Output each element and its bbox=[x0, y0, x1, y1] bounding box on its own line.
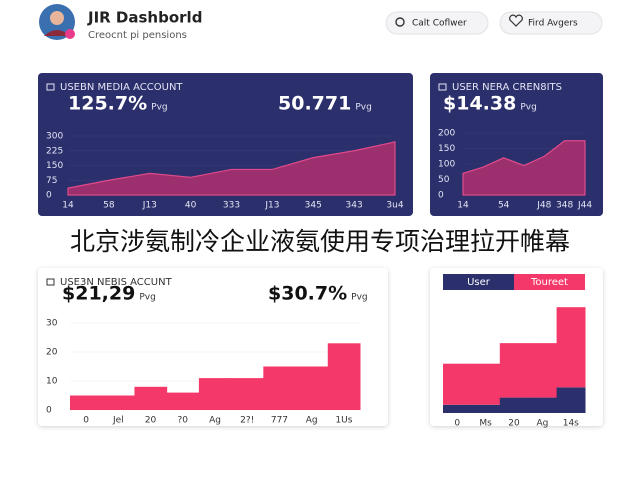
y-tick-label: 50 bbox=[438, 175, 450, 185]
x-tick-label: 54 bbox=[498, 201, 510, 211]
x-tick-label: 1Us bbox=[335, 416, 352, 426]
bar bbox=[327, 343, 361, 410]
stat-value: $14.38 bbox=[443, 93, 516, 115]
bar-segment bbox=[443, 363, 472, 405]
x-tick-label: 40 bbox=[185, 201, 197, 211]
x-tick-label: J13 bbox=[142, 201, 157, 211]
avatar-face bbox=[50, 11, 64, 25]
bar bbox=[134, 386, 168, 410]
x-tick-label: 343 bbox=[346, 201, 363, 211]
x-tick-label: J44 bbox=[577, 201, 592, 211]
x-tick-label: 0 bbox=[83, 416, 89, 426]
x-tick-label: 20 bbox=[508, 419, 520, 429]
card-title: USE3N NEBIS ACCUNT bbox=[60, 277, 173, 288]
bar bbox=[263, 366, 297, 410]
button-label: Calt Coflwer bbox=[412, 19, 467, 29]
bar-segment bbox=[443, 404, 472, 413]
legend-label: User bbox=[467, 277, 491, 288]
y-tick-label: 100 bbox=[438, 160, 455, 170]
x-tick-label: J48 bbox=[536, 201, 551, 211]
area bbox=[67, 141, 396, 196]
x-tick-label: Ag bbox=[536, 419, 548, 429]
x-tick-label: 333 bbox=[223, 201, 240, 211]
x-tick-label: 348 bbox=[556, 201, 573, 211]
x-tick-label: 3u4 bbox=[386, 201, 403, 211]
avatar-badge bbox=[65, 29, 75, 39]
bar-segment bbox=[499, 343, 529, 398]
bar bbox=[70, 395, 103, 410]
y-tick-label: 300 bbox=[46, 132, 63, 142]
stat-value: 125.7% bbox=[68, 93, 147, 115]
y-tick-label: 200 bbox=[438, 129, 455, 139]
area bbox=[462, 140, 586, 196]
x-tick-label: ?0 bbox=[178, 416, 189, 426]
banner: 北京涉氨制冷企业液氨使用专项治理拉开帷幕 bbox=[70, 227, 570, 256]
stat-unit: Pvg bbox=[151, 103, 167, 113]
banner-bg bbox=[0, 222, 640, 264]
avatar-body bbox=[44, 30, 70, 36]
x-tick-label: 58 bbox=[103, 201, 115, 211]
x-tick-label: 14 bbox=[457, 201, 469, 211]
button-label: Fird Avgers bbox=[528, 19, 578, 29]
legend-swatch bbox=[514, 274, 585, 290]
heart-icon bbox=[509, 14, 523, 27]
button[interactable] bbox=[499, 11, 603, 35]
bar-segment bbox=[556, 387, 586, 413]
bar-segment bbox=[499, 397, 529, 413]
y-tick-label: 75 bbox=[46, 176, 57, 186]
stat-unit: Pvg bbox=[355, 103, 371, 113]
bar-segment bbox=[556, 307, 586, 388]
x-tick-label: Ms bbox=[479, 419, 492, 429]
search-icon bbox=[395, 17, 405, 27]
app-title: JIR Dashborld bbox=[87, 9, 202, 27]
legend-swatch bbox=[443, 274, 514, 290]
stat-value: 50.771 bbox=[278, 93, 351, 115]
y-tick-label: 0 bbox=[46, 406, 52, 416]
x-tick-label: 0 bbox=[454, 419, 460, 429]
x-tick-label: J13 bbox=[264, 201, 279, 211]
y-tick-label: 150 bbox=[46, 161, 63, 171]
bar-segment bbox=[528, 343, 558, 398]
lock-icon bbox=[46, 278, 55, 286]
legend-label: Toureet bbox=[530, 277, 568, 288]
lock-icon bbox=[438, 83, 447, 91]
lock-icon bbox=[46, 83, 55, 91]
bar-segment bbox=[528, 397, 558, 413]
x-tick-label: 777 bbox=[271, 416, 288, 426]
y-tick-label: 20 bbox=[46, 348, 58, 358]
stat-unit: Pvg bbox=[520, 103, 536, 113]
x-tick-label: Jel bbox=[112, 416, 124, 426]
bar bbox=[231, 378, 264, 410]
stat-value: $21,29 bbox=[62, 283, 135, 305]
stat-unit: Pvg bbox=[139, 293, 155, 303]
x-tick-label: 2?! bbox=[240, 416, 254, 426]
bar-segment bbox=[471, 404, 501, 413]
button[interactable] bbox=[385, 11, 489, 35]
y-tick-label: 225 bbox=[46, 146, 63, 156]
stat-value: $30.7% bbox=[268, 283, 347, 305]
x-tick-label: 14s bbox=[563, 419, 579, 429]
bar bbox=[198, 378, 232, 410]
stat-unit: Pvg bbox=[351, 293, 367, 303]
card-title: USER NERA CREN8ITS bbox=[452, 82, 562, 93]
app-subtitle: Creocnt pi pensions bbox=[88, 30, 187, 41]
bar bbox=[295, 366, 329, 410]
y-tick-label: 0 bbox=[46, 191, 52, 201]
y-tick-label: 150 bbox=[438, 144, 455, 154]
x-tick-label: Ag bbox=[306, 416, 318, 426]
bar bbox=[102, 395, 135, 410]
y-tick-label: 0 bbox=[438, 191, 444, 201]
bar bbox=[166, 392, 200, 410]
bar-segment bbox=[471, 363, 501, 405]
y-tick-label: 30 bbox=[46, 319, 58, 329]
x-tick-label: 14 bbox=[62, 201, 74, 211]
x-tick-label: Ag bbox=[209, 416, 221, 426]
x-tick-label: 345 bbox=[305, 201, 322, 211]
x-tick-label: 20 bbox=[145, 416, 157, 426]
y-tick-label: 10 bbox=[46, 377, 58, 387]
card-title: USEBN MEDIA ACCOUNT bbox=[60, 82, 183, 93]
